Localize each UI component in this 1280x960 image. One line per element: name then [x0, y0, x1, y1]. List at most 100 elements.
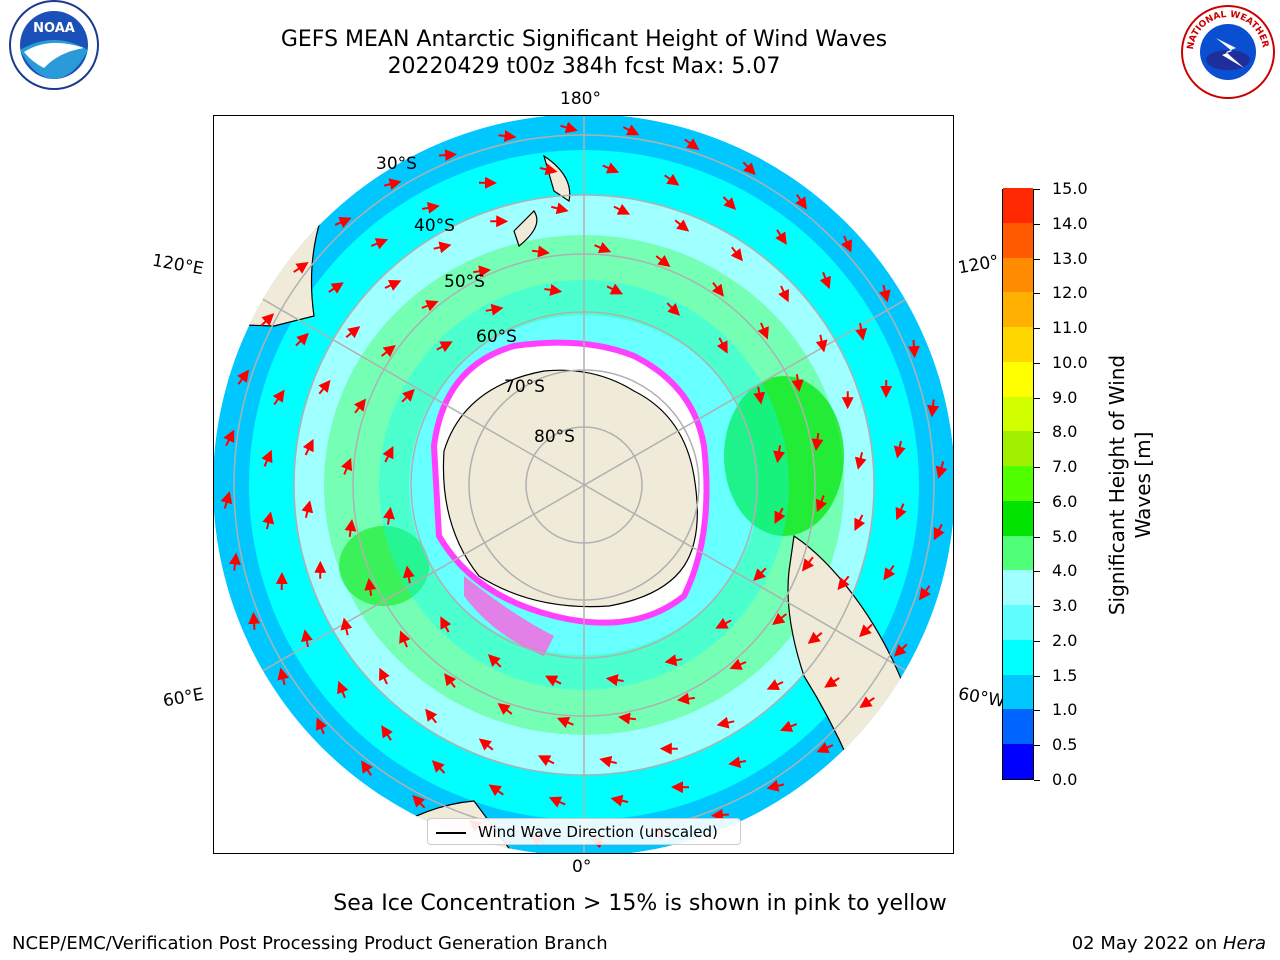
- wind-wave-arrow: [544, 283, 563, 296]
- wind-wave-arrow: [841, 235, 852, 253]
- sea-ice-note: Sea Ice Concentration > 15% is shown in …: [333, 891, 947, 916]
- wind-wave-arrow: [594, 241, 612, 254]
- wind-wave-arrows: [220, 121, 948, 849]
- colorbar-segment: [1003, 430, 1033, 467]
- chart-subtitle: 20220429 t00z 384h fcst Max: 5.07: [387, 54, 781, 79]
- colorbar-tick-label: 5.0: [1052, 526, 1078, 546]
- colorbar-tick: [1034, 675, 1040, 677]
- wind-wave-arrow: [715, 617, 732, 629]
- colorbar-segment: [1003, 396, 1033, 432]
- wind-wave-arrow: [711, 281, 724, 297]
- wind-wave-arrow: [548, 796, 566, 808]
- legend-line-swatch: [436, 832, 466, 834]
- wind-wave-arrow: [664, 654, 683, 667]
- wind-wave-arrow: [487, 654, 502, 668]
- colorbar-tick-label: 4.0: [1052, 561, 1078, 581]
- wind-wave-arrow: [478, 738, 494, 751]
- colorbar-tick-label: 0.0: [1052, 770, 1078, 789]
- wind-wave-arrow: [716, 337, 728, 354]
- colorbar-tick-label: 6.0: [1052, 491, 1078, 511]
- colorbar-tick-label: 13.0: [1052, 248, 1088, 268]
- colorbar-segment: [1003, 535, 1033, 571]
- wind-wave-arrow: [815, 334, 828, 353]
- wind-wave-arrow: [544, 675, 562, 687]
- colorbar-segment: [1003, 222, 1033, 258]
- wind-wave-arrow: [425, 708, 438, 724]
- colorbar-segment: [1003, 257, 1033, 293]
- wind-wave-arrow: [318, 379, 331, 395]
- colorbar-tick: [1034, 467, 1040, 469]
- wind-wave-arrow: [753, 567, 767, 582]
- colorbar-tick-label: 11.0: [1052, 318, 1088, 338]
- wind-wave-arrow: [791, 374, 804, 393]
- map-legend: Wind Wave Direction (unscaled): [427, 818, 741, 845]
- colorbar-tick-label: 14.0: [1052, 213, 1088, 233]
- lat-label-60s: 60°S: [476, 327, 517, 347]
- colorbar-tick: [1034, 606, 1040, 608]
- wind-wave-arrow: [302, 438, 314, 456]
- wind-wave-arrow: [382, 445, 394, 463]
- footer-credit: NCEP/EMC/Verification Post Processing Pr…: [12, 933, 608, 954]
- wind-wave-arrow: [444, 673, 457, 689]
- colorbar-segment: [1003, 639, 1033, 675]
- wind-wave-arrow: [431, 760, 446, 774]
- wind-wave-arrow: [602, 162, 620, 174]
- wind-wave-arrow: [816, 742, 834, 753]
- wind-wave-arrow: [433, 241, 452, 254]
- wind-wave-arrow: [730, 246, 743, 262]
- wind-wave-arrow: [340, 457, 353, 475]
- legend-label: Wind Wave Direction (unscaled): [478, 823, 718, 841]
- wind-wave-arrow: [220, 491, 233, 509]
- wind-wave-arrow: [473, 265, 492, 278]
- lat-label-70s: 70°S: [504, 377, 545, 397]
- colorbar: [1002, 187, 1034, 780]
- colorbar-tick-label: 7.0: [1052, 457, 1078, 477]
- wind-wave-arrow: [878, 284, 891, 303]
- chart-title: GEFS MEAN Antarctic Significant Height o…: [280, 27, 888, 52]
- wind-wave-arrow: [412, 794, 426, 809]
- wind-wave-arrow: [337, 680, 349, 699]
- wind-wave-arrow: [599, 755, 617, 768]
- wind-wave-arrow: [606, 283, 624, 295]
- wind-wave-arrow: [344, 519, 357, 538]
- wind-wave-arrow: [440, 616, 452, 633]
- wind-wave-arrow: [757, 322, 769, 340]
- wind-wave-arrow: [301, 500, 314, 518]
- colorbar-segment: [1003, 604, 1033, 640]
- wind-wave-arrow: [613, 203, 631, 215]
- wind-wave-arrow: [551, 202, 569, 215]
- lon-label-180: 180°: [560, 89, 601, 109]
- wind-wave-arrow: [666, 302, 681, 316]
- wind-wave-arrow: [379, 667, 390, 685]
- wind-wave-arrow: [664, 173, 680, 186]
- wind-wave-arrow: [716, 716, 735, 729]
- wind-wave-arrow: [293, 262, 309, 274]
- colorbar-tick: [1034, 189, 1040, 190]
- wind-wave-arrow: [272, 389, 285, 405]
- colorbar-segment: [1003, 291, 1033, 328]
- wind-wave-arrow: [918, 585, 931, 601]
- wind-wave-arrow: [779, 720, 798, 732]
- wind-wave-arrow: [353, 398, 367, 414]
- antarctica-land: [442, 369, 698, 608]
- wind-wave-arrow: [854, 452, 867, 470]
- colorbar-tick-label: 2.0: [1052, 630, 1078, 650]
- wind-wave-arrow: [854, 514, 866, 532]
- colorbar-tick: [1034, 328, 1040, 330]
- wind-wave-arrow: [775, 229, 787, 245]
- wind-wave-arrow: [488, 784, 504, 797]
- wind-wave-arrow: [859, 623, 873, 638]
- longitude-grid: [214, 116, 953, 853]
- sea-ice-weddell: [464, 576, 554, 656]
- wind-wave-arrow: [772, 612, 788, 625]
- colorbar-tick: [1034, 293, 1040, 295]
- colorbar-segment: [1003, 326, 1033, 362]
- colorbar-tick: [1034, 397, 1040, 399]
- wind-wave-arrow: [622, 124, 640, 136]
- wind-wave-arrow: [277, 667, 290, 686]
- wind-wave-arrow: [531, 245, 550, 258]
- wind-wave-arrow: [560, 121, 578, 134]
- wind-wave-arrow: [248, 611, 261, 630]
- colorbar-segment: [1003, 187, 1033, 223]
- map-plot-area: 30°S 40°S 50°S 60°S 70°S 80°S: [213, 115, 954, 854]
